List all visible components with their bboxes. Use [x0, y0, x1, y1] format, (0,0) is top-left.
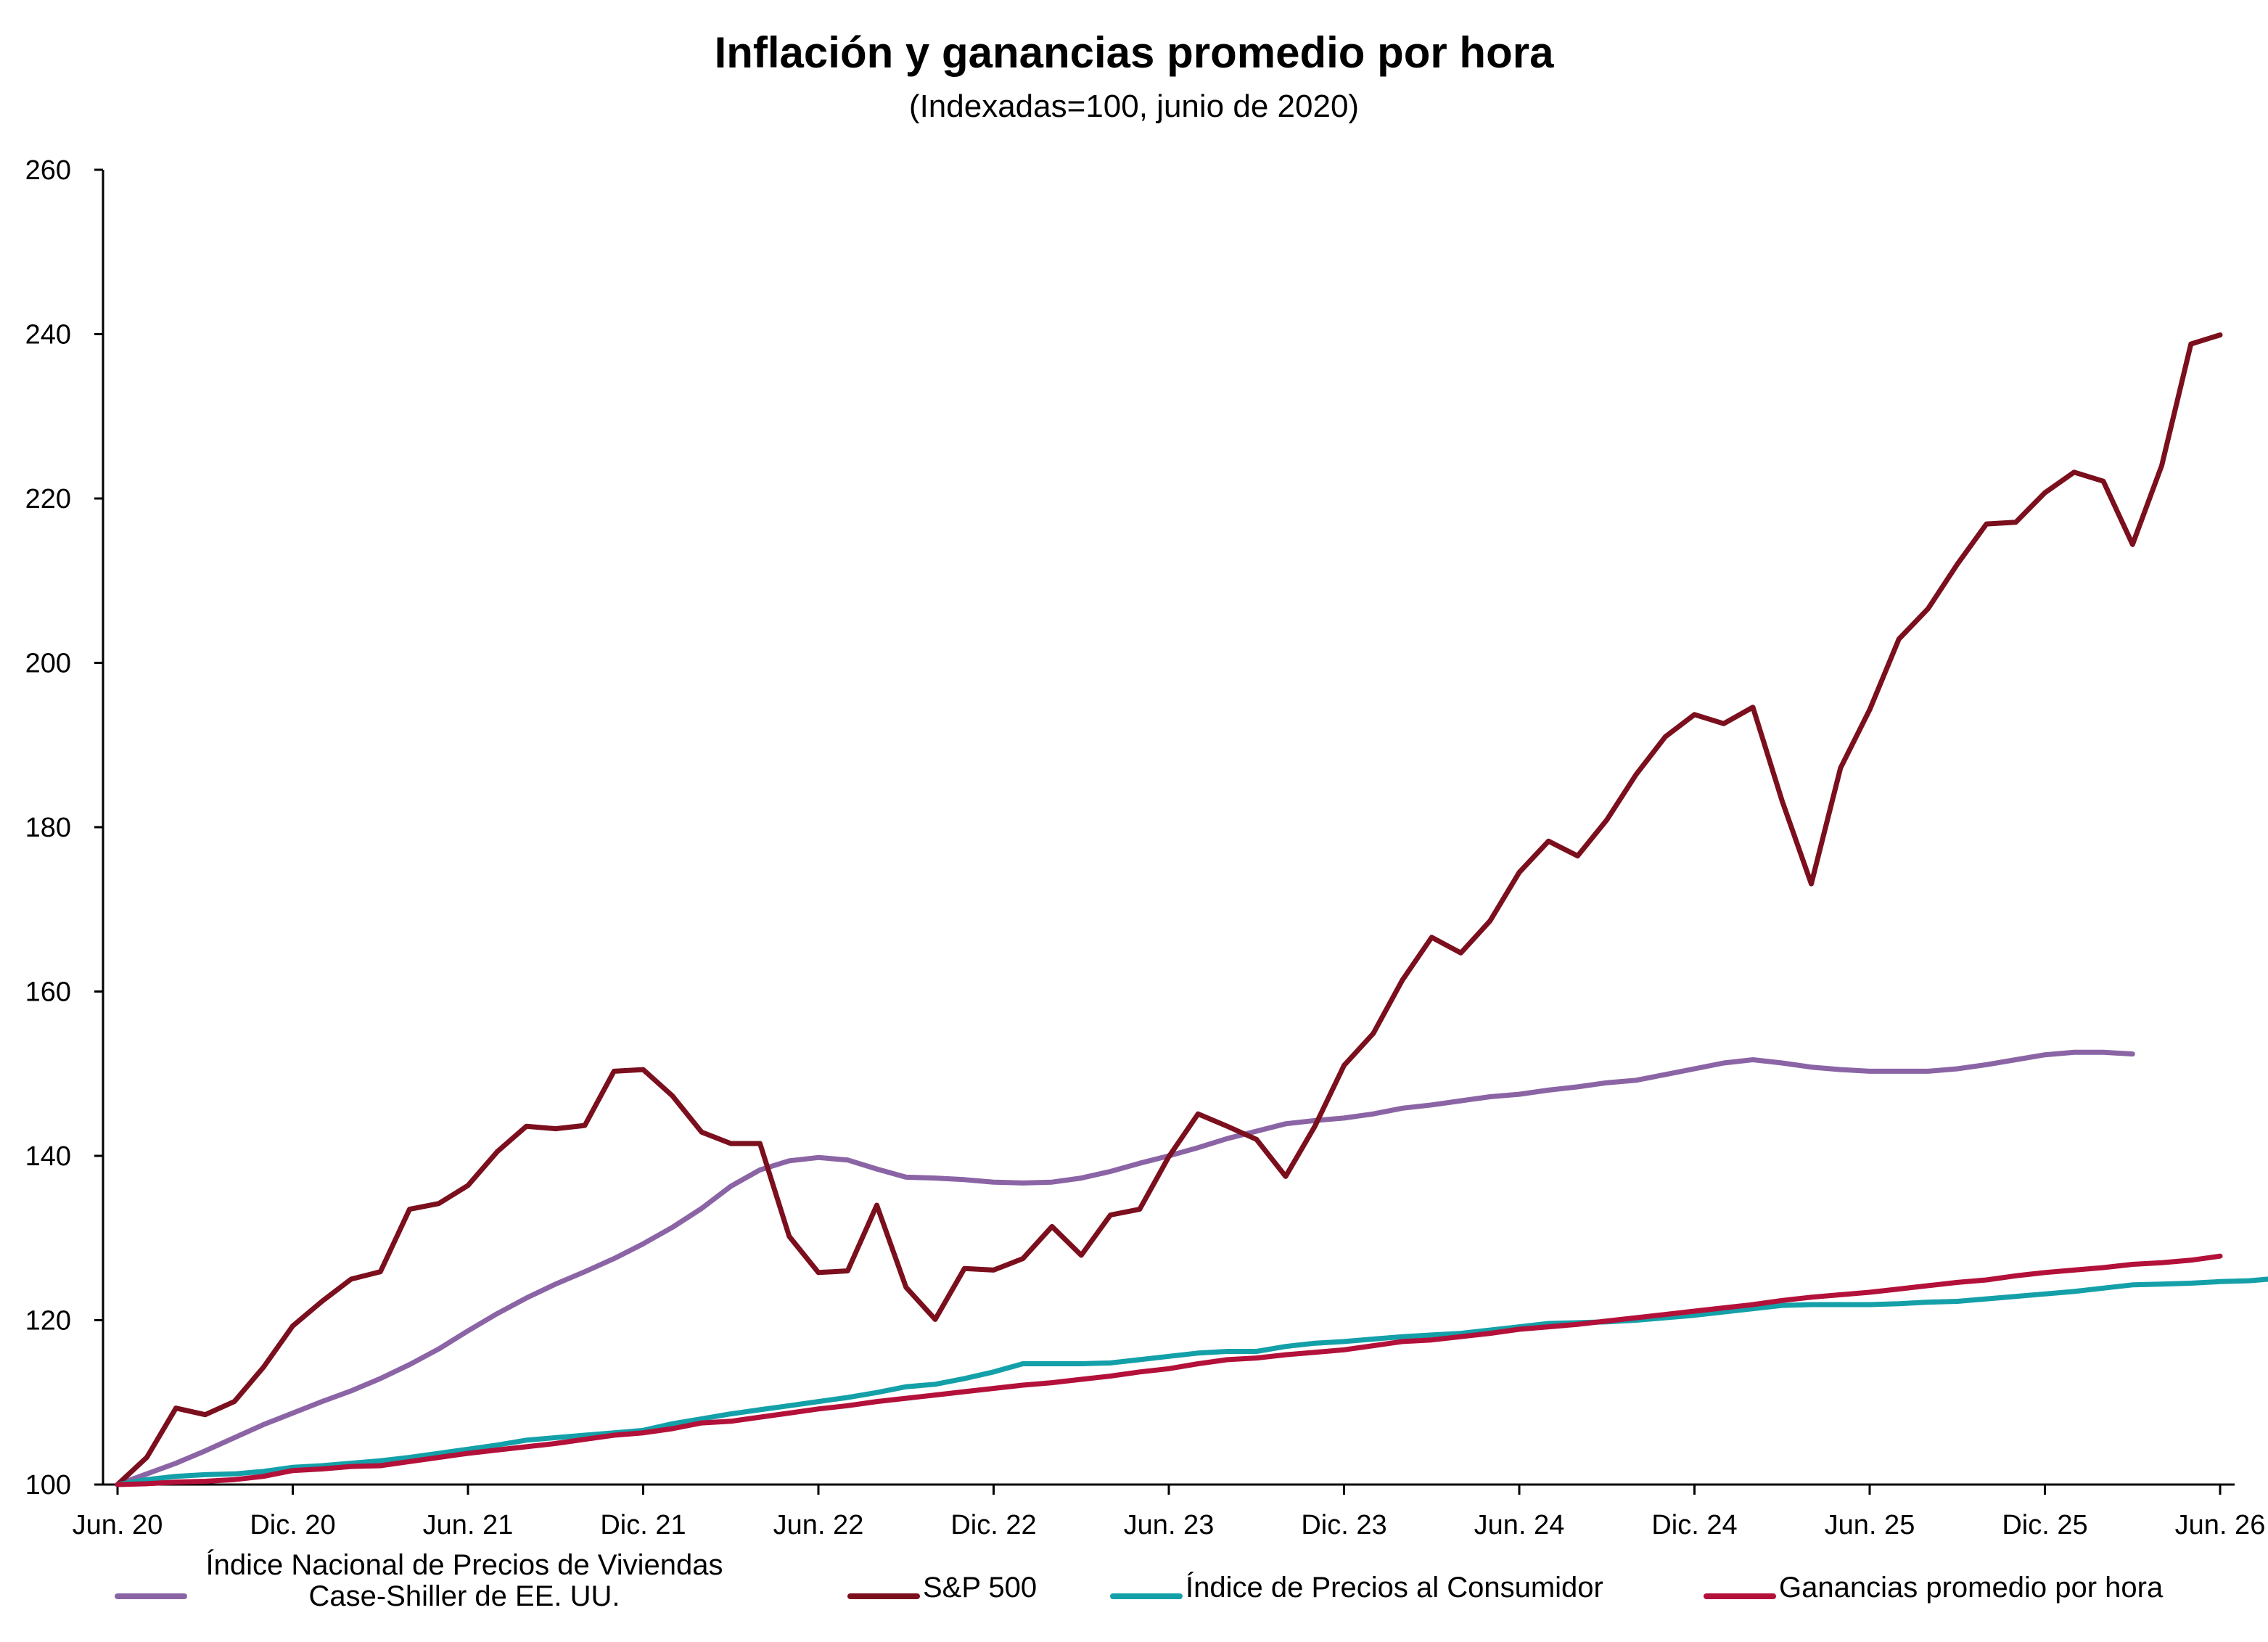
x-tick-label: Jun. 25 — [1825, 1510, 1915, 1540]
legend-label: Índice de Precios al Consumidor — [1186, 1571, 1603, 1604]
x-tick-label: Dic. 23 — [1301, 1510, 1386, 1540]
series-line — [115, 1276, 2268, 1487]
x-tick-label: Jun. 22 — [773, 1510, 864, 1540]
y-tick-label: 180 — [25, 813, 71, 843]
x-tick-label: Dic. 20 — [250, 1510, 335, 1540]
x-tick-label: Dic. 24 — [1651, 1510, 1737, 1540]
series-1 — [115, 332, 2223, 1487]
y-tick-label: 200 — [25, 649, 71, 679]
legend-label: Ganancias promedio por hora — [1779, 1572, 2164, 1604]
x-tick-label: Jun. 23 — [1124, 1510, 1215, 1540]
x-tick-label: Dic. 21 — [600, 1510, 686, 1540]
series-lines — [115, 332, 2268, 1487]
y-tick-label: 120 — [25, 1306, 71, 1337]
axes: 100 120 140 160 180 200 220 240 260 Jun. 20 Dic. 2… — [25, 155, 2266, 1540]
series-line — [115, 332, 2223, 1487]
x-tick-label: Dic. 22 — [950, 1510, 1036, 1540]
x-tick-label: Jun. 21 — [423, 1510, 514, 1540]
series-line — [115, 1253, 2223, 1487]
series-3 — [115, 1253, 2223, 1487]
legend-item-2: Índice de Precios al Consumidor — [1110, 1571, 1603, 1604]
series-line — [115, 1049, 2135, 1487]
legend-label: S&P 500 — [923, 1572, 1037, 1604]
legend: Índice Nacional de Precios de ViviendasC… — [115, 1548, 2164, 1612]
y-tick-label: 100 — [25, 1470, 71, 1501]
legend-item-1: S&P 500 — [847, 1572, 1037, 1604]
series-2 — [115, 1276, 2268, 1487]
y-tick-label: 160 — [25, 977, 71, 1008]
y-tick-label: 220 — [25, 484, 71, 514]
x-tick-label: Dic. 25 — [2002, 1510, 2087, 1540]
chart-subtitle: (Indexadas=100, junio de 2020) — [908, 89, 1360, 124]
legend-label: Case-Shiller de EE. UU. — [308, 1580, 620, 1612]
series-0 — [115, 1049, 2135, 1487]
legend-item-0: Índice Nacional de Precios de ViviendasC… — [115, 1548, 723, 1612]
y-tick-label: 260 — [25, 155, 71, 186]
y-tick-label: 240 — [25, 320, 71, 350]
x-tick-label: Jun. 20 — [73, 1510, 163, 1540]
legend-item-3: Ganancias promedio por hora — [1704, 1572, 2164, 1604]
x-tick-label: Jun. 26 — [2175, 1510, 2266, 1540]
legend-label: Índice Nacional de Precios de Viviendas — [205, 1548, 723, 1581]
chart-title: Inflación y ganancias promedio por hora — [714, 28, 1554, 77]
y-tick-label: 140 — [25, 1141, 71, 1172]
x-tick-label: Jun. 24 — [1474, 1510, 1565, 1540]
